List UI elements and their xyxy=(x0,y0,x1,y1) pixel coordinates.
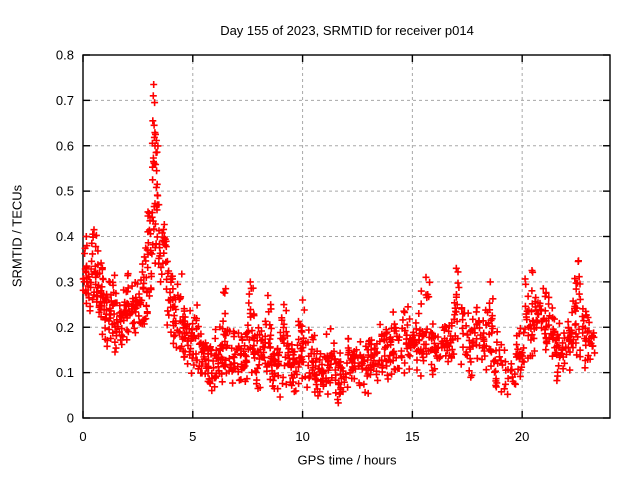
y-tick-label: 0 xyxy=(67,411,74,426)
x-axis-title: GPS time / hours xyxy=(297,452,397,468)
chart-title: Day 155 of 2023, SRMTID for receiver p01… xyxy=(220,23,474,38)
x-tick-label: 15 xyxy=(405,429,419,444)
x-tick-label: 0 xyxy=(79,429,86,444)
y-tick-label: 0.7 xyxy=(56,93,74,108)
x-tick-label: 10 xyxy=(295,429,309,444)
y-tick-label: 0.4 xyxy=(56,229,74,244)
x-tick-label: 20 xyxy=(515,429,529,444)
x-tick-label: 5 xyxy=(189,429,196,444)
y-tick-label: 0.8 xyxy=(56,48,74,63)
scatter-points xyxy=(79,81,599,407)
y-tick-label: 0.3 xyxy=(56,274,74,289)
y-tick-label: 0.6 xyxy=(56,138,74,153)
y-tick-label: 0.5 xyxy=(56,184,74,199)
y-tick-label: 0.1 xyxy=(56,365,74,380)
y-tick-label: 0.2 xyxy=(56,320,74,335)
